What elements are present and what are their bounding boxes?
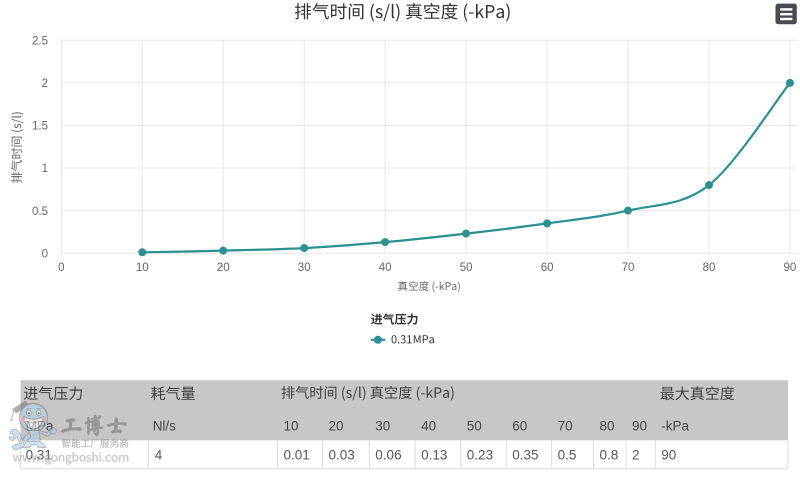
svg-text:0.13: 0.13 — [421, 447, 447, 462]
svg-text:2: 2 — [632, 447, 640, 462]
svg-text:1: 1 — [42, 163, 48, 175]
svg-text:10: 10 — [136, 262, 149, 274]
svg-text:0.5: 0.5 — [32, 206, 48, 218]
svg-text:0: 0 — [58, 262, 64, 274]
svg-text:70: 70 — [558, 418, 573, 433]
svg-text:10: 10 — [284, 418, 299, 433]
svg-text:60: 60 — [512, 418, 527, 433]
svg-text:-kPa: -kPa — [661, 418, 689, 433]
svg-text:0.01: 0.01 — [284, 447, 310, 462]
svg-text:4: 4 — [155, 447, 163, 462]
svg-text:70: 70 — [622, 262, 635, 274]
svg-text:50: 50 — [467, 418, 482, 433]
svg-text:2: 2 — [42, 78, 48, 90]
svg-text:0.23: 0.23 — [467, 447, 493, 462]
svg-text:20: 20 — [217, 262, 230, 274]
svg-text:90: 90 — [784, 262, 797, 274]
svg-text:90: 90 — [632, 418, 647, 433]
svg-text:80: 80 — [703, 262, 716, 274]
svg-text:30: 30 — [375, 418, 390, 433]
svg-text:1.5: 1.5 — [32, 121, 48, 133]
svg-text:Nl/s: Nl/s — [153, 418, 176, 433]
svg-text:90: 90 — [661, 447, 676, 462]
svg-text:0: 0 — [42, 248, 48, 260]
svg-text:2.5: 2.5 — [32, 36, 48, 48]
svg-text:0.06: 0.06 — [375, 447, 401, 462]
svg-text:0.8: 0.8 — [600, 447, 619, 462]
svg-text:50: 50 — [460, 262, 473, 274]
svg-text:40: 40 — [421, 418, 436, 433]
svg-text:60: 60 — [541, 262, 554, 274]
svg-text:80: 80 — [600, 418, 615, 433]
svg-text:30: 30 — [298, 262, 311, 274]
svg-text:0.03: 0.03 — [329, 447, 355, 462]
svg-text:40: 40 — [379, 262, 392, 274]
svg-text:20: 20 — [329, 418, 344, 433]
svg-text:0.35: 0.35 — [512, 447, 538, 462]
svg-text:0.5: 0.5 — [558, 447, 577, 462]
